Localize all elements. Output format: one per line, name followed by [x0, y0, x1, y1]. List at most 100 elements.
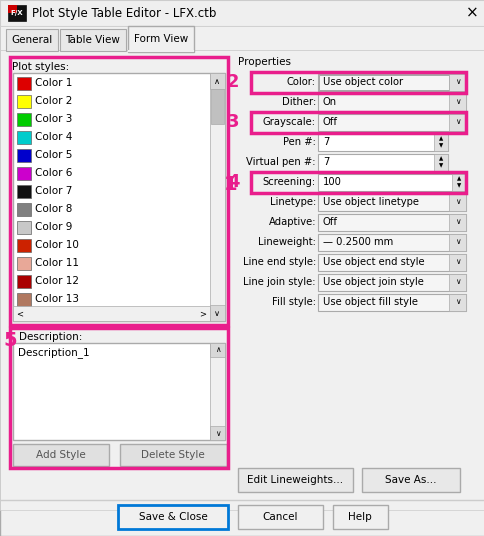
Text: Use object end style: Use object end style: [322, 257, 424, 267]
Text: ∨: ∨: [454, 218, 460, 227]
Bar: [210, 305, 225, 321]
Text: 7: 7: [322, 157, 329, 167]
Bar: [17, 293, 31, 306]
Text: Pen #:: Pen #:: [283, 137, 316, 147]
Bar: [120, 444, 227, 466]
Bar: [333, 505, 387, 529]
Text: <: <: [16, 309, 23, 318]
Text: Description_1: Description_1: [18, 347, 90, 359]
Text: Off: Off: [322, 117, 337, 127]
Text: Plot styles:: Plot styles:: [12, 62, 69, 72]
Text: Dither:: Dither:: [281, 97, 316, 107]
Text: Delete Style: Delete Style: [141, 450, 204, 460]
Bar: [128, 26, 194, 52]
Bar: [448, 274, 465, 291]
Text: Description:: Description:: [19, 332, 82, 342]
Text: ∨: ∨: [454, 197, 460, 206]
Text: Adaptive:: Adaptive:: [268, 217, 316, 227]
Text: Lineweight:: Lineweight:: [257, 237, 316, 247]
Bar: [13, 343, 225, 440]
Text: Edit Lineweights...: Edit Lineweights...: [246, 475, 342, 485]
Bar: [17, 77, 31, 90]
Bar: [238, 468, 352, 492]
Bar: [0, 0, 484, 26]
Text: 7: 7: [322, 137, 329, 147]
Text: Color 6: Color 6: [35, 168, 72, 178]
Bar: [318, 134, 447, 151]
Text: 2: 2: [227, 73, 239, 91]
Text: Help: Help: [348, 512, 371, 522]
Bar: [251, 112, 465, 133]
Text: Line join style:: Line join style:: [243, 277, 316, 287]
Text: Color 1: Color 1: [35, 78, 72, 88]
Text: ∨: ∨: [454, 257, 460, 266]
Bar: [17, 257, 31, 270]
Bar: [60, 29, 126, 51]
Bar: [17, 95, 31, 108]
Bar: [251, 172, 465, 193]
Bar: [361, 468, 459, 492]
Text: Properties: Properties: [238, 57, 290, 67]
Text: Plot Style Table Editor - LFX.ctb: Plot Style Table Editor - LFX.ctb: [32, 6, 216, 19]
Bar: [8, 5, 26, 21]
Bar: [17, 275, 31, 288]
Bar: [433, 134, 447, 151]
Bar: [448, 294, 465, 311]
Text: Use object linetype: Use object linetype: [322, 197, 418, 207]
Text: ∨: ∨: [454, 117, 460, 126]
Bar: [13, 306, 210, 321]
Text: Table View: Table View: [65, 35, 120, 45]
Bar: [318, 194, 465, 211]
Text: Form View: Form View: [134, 34, 188, 44]
Text: 5: 5: [3, 331, 16, 349]
Text: Color 11: Color 11: [35, 258, 79, 269]
Bar: [238, 505, 322, 529]
Bar: [448, 194, 465, 211]
Text: Add Style: Add Style: [36, 450, 86, 460]
Text: Color 3: Color 3: [35, 115, 72, 124]
Bar: [433, 154, 447, 171]
Text: ∨: ∨: [454, 297, 460, 307]
Text: ▲: ▲: [456, 176, 460, 181]
Text: On: On: [322, 97, 336, 107]
Text: ∨: ∨: [213, 309, 220, 317]
Text: Fill style:: Fill style:: [272, 297, 316, 307]
Bar: [0, 26, 484, 50]
Bar: [210, 426, 225, 440]
Text: F/X: F/X: [11, 10, 23, 16]
Text: ▼: ▼: [438, 163, 442, 168]
Bar: [17, 167, 31, 180]
Bar: [318, 114, 465, 131]
Bar: [318, 154, 447, 171]
Bar: [318, 75, 448, 90]
Text: ▲: ▲: [438, 156, 442, 161]
Bar: [211, 89, 224, 124]
Text: 100: 100: [322, 177, 341, 187]
Text: Color 9: Color 9: [35, 222, 72, 233]
Bar: [8, 5, 17, 13]
Bar: [448, 234, 465, 251]
Bar: [318, 174, 465, 191]
Text: Grayscale:: Grayscale:: [262, 117, 316, 127]
Text: Color 12: Color 12: [35, 277, 79, 287]
Bar: [451, 174, 465, 191]
Bar: [17, 221, 31, 234]
Bar: [17, 185, 31, 198]
Text: ∧: ∧: [215, 346, 220, 354]
Bar: [210, 343, 225, 357]
Text: ▼: ▼: [456, 183, 460, 188]
Text: Linetype:: Linetype:: [269, 197, 316, 207]
Bar: [6, 29, 58, 51]
Text: Color 13: Color 13: [35, 294, 79, 304]
Bar: [17, 131, 31, 144]
Text: ∨: ∨: [454, 278, 460, 287]
Text: Color 2: Color 2: [35, 96, 72, 107]
Text: Color 7: Color 7: [35, 187, 72, 197]
Text: ∧: ∧: [213, 77, 220, 86]
Text: Color 8: Color 8: [35, 205, 72, 214]
Bar: [17, 203, 31, 216]
Text: ∨: ∨: [454, 237, 460, 247]
Bar: [210, 343, 225, 440]
Bar: [318, 214, 465, 231]
Text: Use object color: Use object color: [322, 77, 402, 87]
